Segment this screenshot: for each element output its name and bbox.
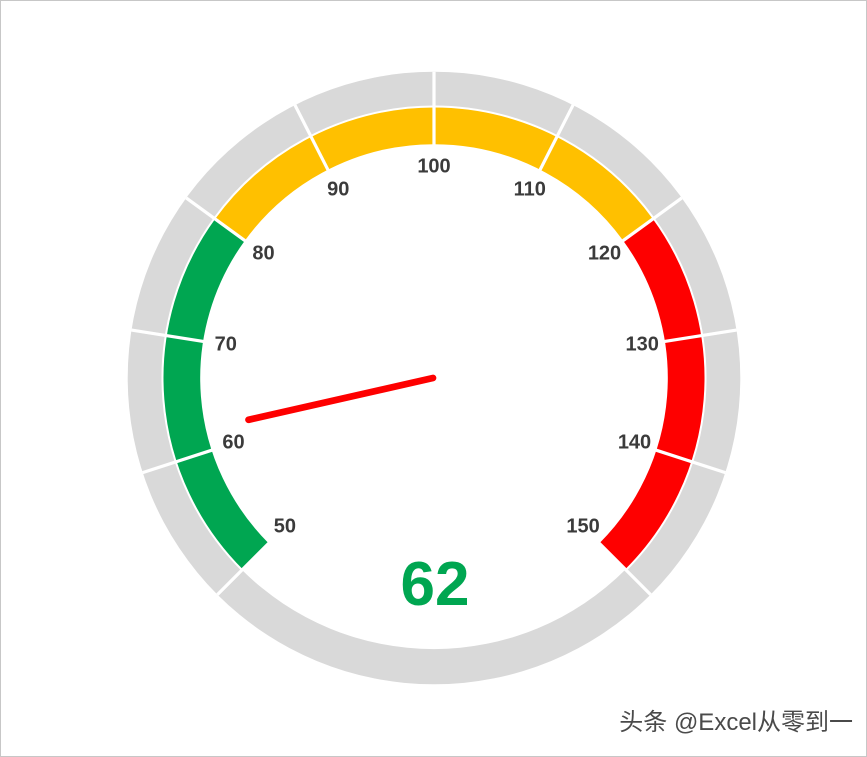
svg-text:150: 150 bbox=[566, 515, 599, 537]
svg-text:80: 80 bbox=[252, 242, 274, 264]
svg-text:110: 110 bbox=[514, 178, 546, 200]
svg-text:90: 90 bbox=[327, 178, 349, 200]
svg-text:50: 50 bbox=[274, 515, 296, 537]
svg-text:140: 140 bbox=[618, 431, 651, 453]
svg-text:62: 62 bbox=[401, 550, 470, 619]
svg-text:130: 130 bbox=[626, 333, 659, 355]
svg-text:60: 60 bbox=[222, 431, 244, 453]
svg-text:100: 100 bbox=[417, 155, 450, 177]
svg-text:70: 70 bbox=[215, 333, 237, 355]
svg-text:120: 120 bbox=[588, 242, 621, 264]
svg-text:头条 @Excel从零到一: 头条 @Excel从零到一 bbox=[619, 709, 853, 736]
